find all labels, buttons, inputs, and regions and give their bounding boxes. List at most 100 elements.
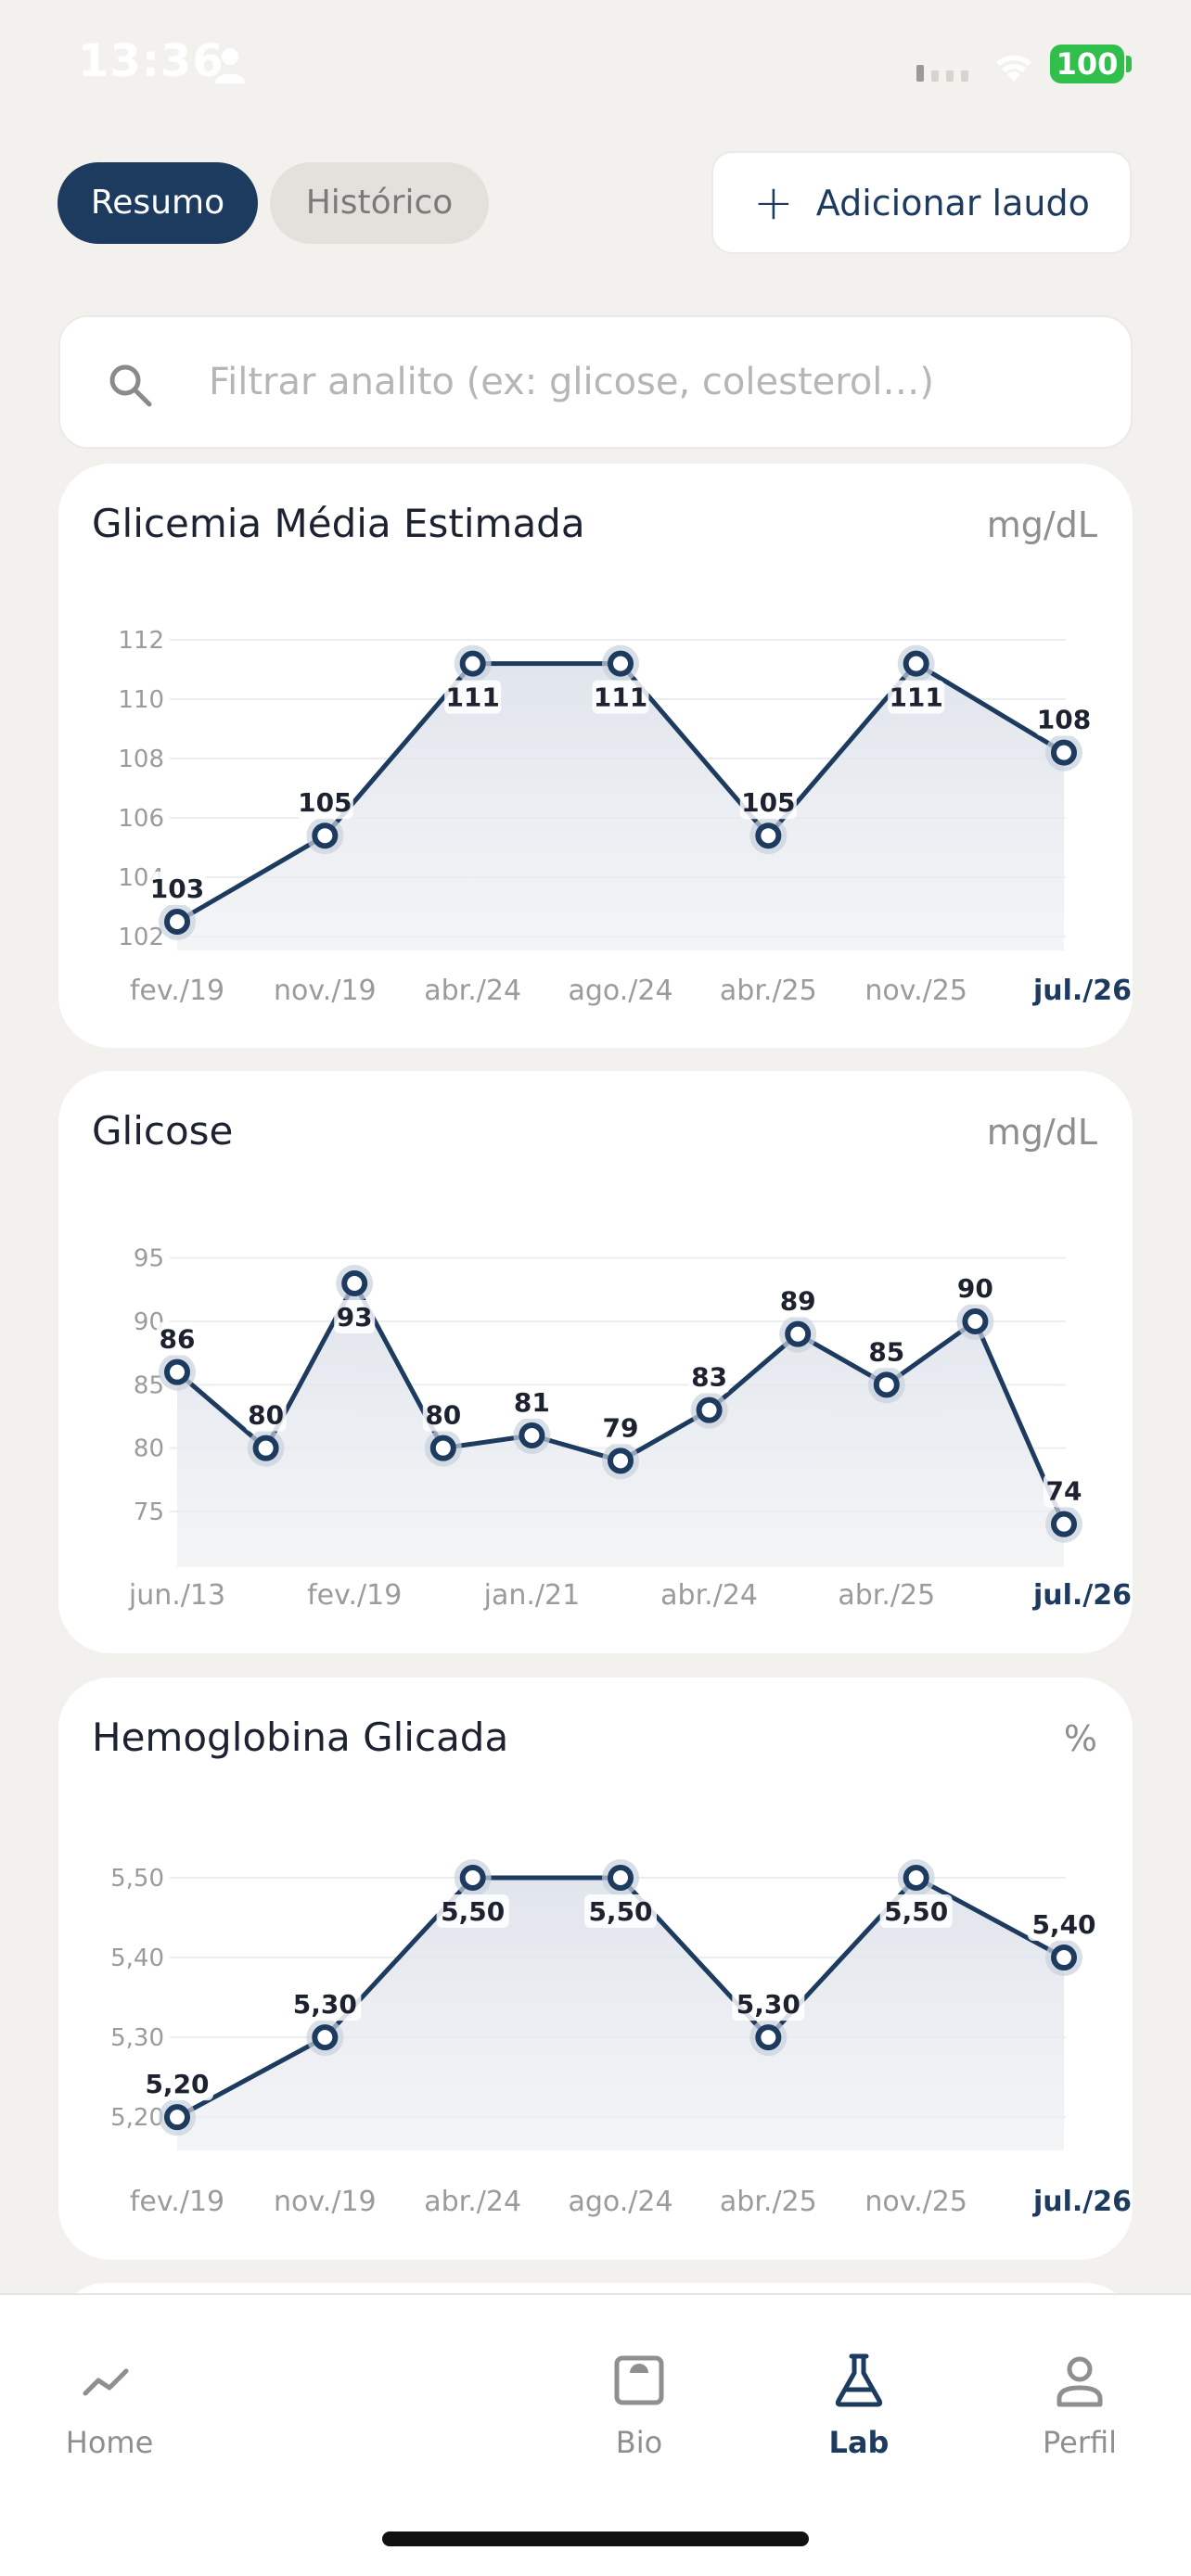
data-point[interactable] — [312, 2024, 339, 2051]
x-tick-label: ago./24 — [568, 2186, 672, 2218]
x-tick-label: nov./25 — [864, 2186, 967, 2218]
data-label-bg — [288, 1987, 362, 2021]
x-tick-label: jul./26 — [1032, 1579, 1132, 1612]
status-time: 13:36 — [78, 35, 224, 87]
tabbar-label: Bio — [615, 2425, 663, 2460]
y-tick-label: 5,50 — [110, 1865, 164, 1893]
data-point[interactable] — [164, 909, 190, 935]
series-area — [177, 1283, 1064, 1567]
data-label-bg — [141, 2067, 213, 2101]
chart-hemoglobina: 5,20 5,30 5,40 5,50 5,20 5,30 5,50 5,50 5,30 5,50… — [110, 1859, 1132, 2218]
battery-indicator: 100 — [1050, 45, 1124, 83]
data-label: 90 — [957, 1273, 993, 1304]
y-tick-label: 5,20 — [110, 2104, 164, 2132]
data-point[interactable] — [608, 650, 634, 677]
chart-card-glicose[interactable]: Glicose mg/dL 75 80 85 90 95 86 80 93 80 81 79 83 89… — [58, 1071, 1133, 1653]
data-label-bg — [592, 680, 649, 714]
tabbar-bio[interactable]: Bio — [556, 2351, 723, 2460]
data-point[interactable] — [696, 1396, 723, 1423]
x-tick-label: nov./19 — [274, 2186, 377, 2218]
x-tick-label: nov./19 — [274, 975, 377, 1007]
add-report-button[interactable]: + Adicionar laudo — [711, 151, 1132, 254]
data-point[interactable] — [903, 650, 929, 677]
flask-icon — [835, 2353, 883, 2407]
data-point[interactable] — [903, 1865, 929, 1891]
tabbar-lab[interactable]: Lab — [775, 2351, 942, 2460]
tabbar-label: Perfil — [1042, 2425, 1118, 2460]
data-point[interactable] — [755, 823, 782, 849]
chart-card-hemoglobina[interactable]: Hemoglobina Glicada % 5,20 5,30 5,40 5,50 5,… — [58, 1677, 1133, 2260]
data-label-bg — [436, 1894, 509, 1928]
data-label: 5,50 — [441, 1896, 505, 1927]
y-tick-label: 108 — [118, 746, 164, 773]
tabbar-perfil[interactable]: Perfil — [996, 2351, 1163, 2460]
data-point[interactable] — [785, 1320, 812, 1347]
data-label: 103 — [150, 874, 204, 904]
y-tick-label: 80 — [134, 1435, 164, 1463]
data-point[interactable] — [312, 823, 339, 849]
home-indicator — [382, 2531, 809, 2546]
x-tick-label: fev./19 — [307, 1579, 402, 1612]
card-title: Glicose — [92, 1108, 234, 1154]
data-label: 74 — [1046, 1476, 1082, 1507]
data-point[interactable] — [1051, 1945, 1077, 1971]
data-point[interactable] — [755, 2024, 782, 2051]
x-tick-label: abr./24 — [424, 975, 521, 1007]
data-point[interactable] — [873, 1371, 900, 1398]
data-point[interactable] — [459, 650, 486, 677]
tab-historico[interactable]: Histórico — [270, 162, 489, 244]
data-point[interactable] — [519, 1422, 545, 1448]
x-tick-label: jul./26 — [1032, 975, 1132, 1007]
data-point[interactable] — [341, 1270, 368, 1296]
data-label-bg — [422, 1397, 464, 1432]
x-tick-label: ago./24 — [568, 975, 672, 1007]
y-tick-label: 75 — [134, 1498, 164, 1526]
data-point[interactable] — [429, 1435, 456, 1461]
x-tick-label: abr./25 — [720, 2186, 817, 2218]
data-label: 5,20 — [145, 2069, 209, 2099]
person-status-icon — [215, 48, 245, 83]
y-tick-label: 112 — [118, 627, 164, 655]
y-tick-label: 5,30 — [110, 2024, 164, 2052]
data-point[interactable] — [608, 1447, 634, 1474]
data-label-bg — [865, 1334, 907, 1369]
wifi-icon — [996, 55, 1031, 82]
x-tick-label: abr./25 — [838, 1579, 935, 1612]
x-tick-label: abr./25 — [720, 975, 817, 1007]
data-label-bg — [584, 1894, 657, 1928]
search-box — [58, 315, 1133, 449]
tabbar-home[interactable]: Home — [26, 2351, 193, 2460]
card-unit: % — [1063, 1718, 1097, 1759]
data-point[interactable] — [962, 1308, 989, 1334]
data-point[interactable] — [608, 1865, 634, 1891]
chart-card-glicemia[interactable]: Glicemia Média Estimada mg/dL 102 104 106 1… — [58, 464, 1133, 1048]
data-point[interactable] — [164, 2104, 190, 2131]
card-title: Hemoglobina Glicada — [92, 1715, 509, 1760]
series-area — [177, 663, 1064, 950]
data-label: 111 — [594, 682, 647, 713]
signal-icon — [916, 65, 968, 82]
plus-icon: + — [753, 174, 794, 231]
y-tick-label: 5,40 — [110, 1945, 164, 1972]
data-point[interactable] — [252, 1435, 279, 1461]
tab-resumo[interactable]: Resumo — [58, 162, 258, 244]
data-label: 83 — [691, 1362, 727, 1393]
search-input[interactable] — [209, 317, 1099, 447]
data-point[interactable] — [164, 1358, 190, 1385]
data-label-bg — [777, 1283, 819, 1318]
scale-icon — [614, 2355, 664, 2405]
data-label: 5,30 — [736, 1989, 800, 2020]
tabbar-label: Lab — [828, 2425, 890, 2460]
data-point[interactable] — [459, 1865, 486, 1891]
x-tick-label: abr./24 — [424, 2186, 521, 2218]
data-label: 5,50 — [884, 1896, 948, 1927]
data-point[interactable] — [1051, 739, 1077, 766]
data-label: 105 — [741, 787, 795, 818]
data-label-bg — [444, 680, 502, 714]
data-point[interactable] — [1051, 1511, 1077, 1537]
bottom-tab-bar: Home Bio Lab Perfil — [0, 2293, 1191, 2576]
data-label-bg — [879, 1894, 953, 1928]
data-label-bg — [1028, 1907, 1100, 1942]
